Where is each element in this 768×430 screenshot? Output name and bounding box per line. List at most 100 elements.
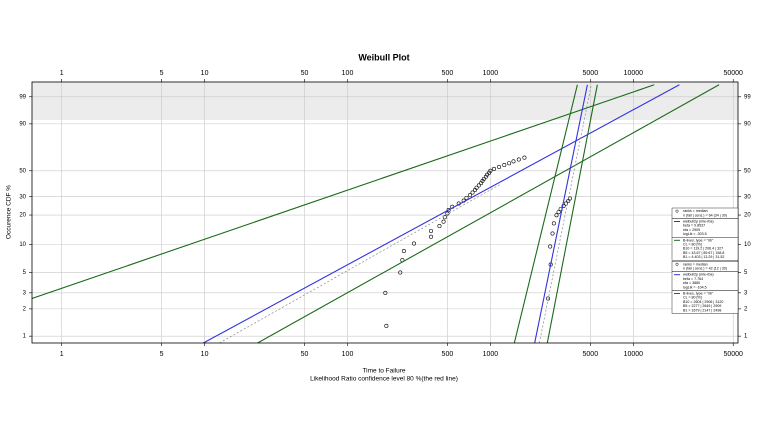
data-point bbox=[383, 290, 388, 295]
x-tick-label-top: 5 bbox=[160, 70, 164, 77]
legend-box bbox=[671, 290, 739, 314]
y-tick-label: 50 bbox=[19, 168, 26, 174]
legend-text: beta = 7.764 bbox=[683, 277, 703, 281]
x-tick-label: 100 bbox=[342, 351, 354, 358]
y-tick-label-right: 20 bbox=[744, 213, 751, 219]
x-tick-label-top: 500 bbox=[442, 70, 454, 77]
y-tick-label-right: 30 bbox=[744, 194, 751, 200]
legend-text: n (fail | cens.) = 42 (12 | 30) bbox=[683, 266, 727, 270]
data-point bbox=[564, 201, 569, 206]
data-point bbox=[446, 208, 451, 213]
x-tick-label-top: 10 bbox=[201, 70, 209, 77]
legend-text: eta = 3880 bbox=[683, 281, 700, 285]
y-tick-label: 10 bbox=[19, 242, 26, 248]
data-point bbox=[481, 176, 486, 181]
fit-line bbox=[257, 84, 720, 343]
data-point bbox=[561, 204, 566, 209]
legend-text: eta = 2909 bbox=[683, 228, 700, 232]
data-point bbox=[398, 270, 403, 275]
x-tick-label: 50000 bbox=[723, 351, 743, 358]
grid: 1 1 5 5 10 10 50 50 100 100 500 500 1000 1000 5000 5000… bbox=[19, 70, 751, 358]
data-point bbox=[497, 164, 502, 169]
legend-symbol bbox=[675, 209, 679, 213]
data-point bbox=[551, 221, 556, 226]
data-point bbox=[507, 161, 512, 166]
x-tick-label: 1000 bbox=[483, 351, 499, 358]
fit-line bbox=[32, 84, 655, 300]
x-tick-label: 10000 bbox=[624, 351, 644, 358]
legend-text: weibull2p (mle-rba) bbox=[683, 273, 714, 277]
x-tick-label-top: 1 bbox=[60, 70, 64, 77]
legend-text: B1 = 4.403 | 13.29 | 31.52 bbox=[683, 255, 724, 259]
legend-text: CL = 80 [%] bbox=[683, 242, 702, 246]
y-axis-label: Occurence CDF % bbox=[6, 185, 13, 239]
x-tick-label: 5 bbox=[160, 351, 164, 358]
data-point bbox=[492, 166, 497, 171]
legend-text: ranks = median bbox=[683, 262, 708, 266]
y-tick-label-right: 90 bbox=[744, 121, 751, 127]
data-point bbox=[476, 183, 481, 188]
data-point bbox=[429, 228, 434, 233]
plot-area bbox=[32, 84, 720, 343]
y-tick-label: 20 bbox=[19, 213, 26, 219]
y-tick-label: 5 bbox=[23, 270, 27, 276]
x-tick-label-top: 100 bbox=[342, 70, 354, 77]
legend-text: B5 = 2277 | 2649 | 2909 bbox=[683, 304, 721, 308]
legend-text: beta = 0.8537 bbox=[683, 224, 705, 228]
upper-band bbox=[32, 82, 738, 120]
data-point bbox=[550, 231, 555, 236]
y-tick-label: 90 bbox=[19, 121, 26, 127]
data-point bbox=[401, 249, 406, 254]
y-tick-label-right: 50 bbox=[744, 168, 751, 174]
legend-text: weibull2p (mle-rba) bbox=[683, 219, 714, 223]
data-point bbox=[502, 163, 507, 168]
data-point bbox=[488, 168, 493, 173]
legend-text: ranks = median bbox=[683, 209, 708, 213]
data-point bbox=[470, 190, 475, 195]
fit-line bbox=[513, 84, 578, 343]
data-point bbox=[441, 219, 446, 224]
y-tick-label: 2 bbox=[23, 306, 27, 312]
legend-text: CL = 80 [%] bbox=[683, 296, 702, 300]
data-point bbox=[483, 174, 488, 179]
legend-text: B10 = 119.2 | 206.4 | 327 bbox=[683, 247, 723, 251]
y-tick-label: 30 bbox=[19, 194, 26, 200]
fit-line bbox=[534, 84, 588, 343]
data-point bbox=[442, 215, 447, 220]
data-point bbox=[546, 296, 551, 301]
data-point bbox=[474, 185, 479, 190]
data-point bbox=[464, 195, 469, 200]
x-tick-label: 5000 bbox=[583, 351, 599, 358]
data-point bbox=[554, 213, 559, 218]
x-tick-label-top: 5000 bbox=[583, 70, 599, 77]
legend-text: n (fail | cens.) = 64 (34 | 30) bbox=[683, 213, 727, 217]
data-point bbox=[468, 193, 473, 198]
legend-text: B5 = 43.67 | 89.67 | 158.8 bbox=[683, 251, 724, 255]
data-point bbox=[567, 196, 572, 201]
legend-box bbox=[671, 236, 739, 261]
fit-line bbox=[546, 84, 598, 343]
y-tick-label-right: 5 bbox=[744, 270, 748, 276]
x-axis-label: Time to Failure bbox=[362, 368, 405, 375]
x-tick-label: 1 bbox=[60, 351, 64, 358]
x-axis-sublabel: Likelihood Ratio confidence level 80 %(t… bbox=[310, 376, 458, 383]
x-tick-label: 500 bbox=[442, 351, 454, 358]
data-point bbox=[548, 244, 553, 249]
x-tick-label: 50 bbox=[301, 351, 309, 358]
legend-text: logLik = -104.5 bbox=[683, 285, 707, 289]
data-point bbox=[522, 155, 527, 160]
legend-text: B-lives, type = "lrb" bbox=[683, 291, 714, 295]
chart-title: Weibull Plot bbox=[358, 52, 409, 62]
y-tick-label: 1 bbox=[23, 334, 27, 340]
x-tick-label-top: 10000 bbox=[624, 70, 644, 77]
data-point bbox=[556, 210, 561, 215]
data-point bbox=[437, 224, 442, 229]
dashed-line bbox=[219, 184, 500, 343]
legend-text: B1 = 1679 | 2147 | 2498 bbox=[683, 308, 721, 312]
data-point bbox=[511, 159, 516, 164]
data-point bbox=[429, 234, 434, 239]
x-tick-label-top: 1000 bbox=[483, 70, 499, 77]
y-tick-label-right: 1 bbox=[744, 334, 748, 340]
